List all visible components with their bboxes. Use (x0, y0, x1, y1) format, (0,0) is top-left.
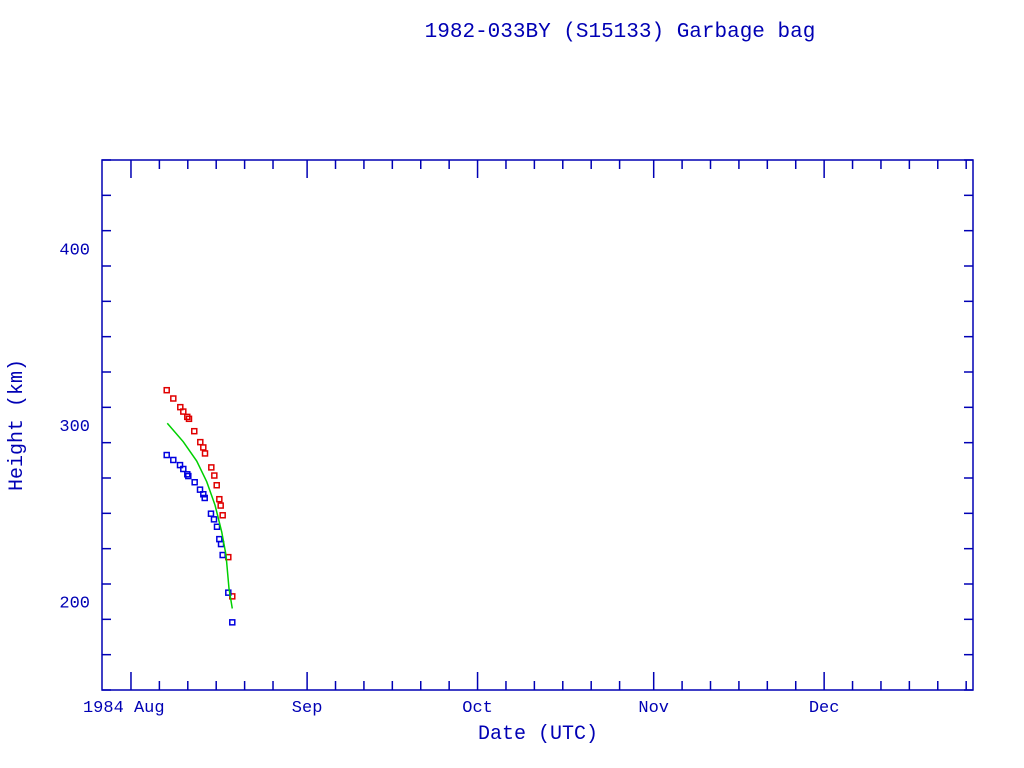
x-tick-label: Dec (809, 699, 840, 718)
perigee-point (217, 540, 225, 548)
apogee-point (211, 472, 218, 479)
perigee-point (170, 456, 177, 464)
x-tick-label: 1984 Aug (83, 699, 165, 718)
perigee-point (163, 451, 170, 459)
perigee-point (229, 619, 236, 626)
perigee-point (176, 461, 184, 469)
apogee-point (213, 481, 220, 489)
apogee-point (216, 495, 223, 503)
y-tick-labels: 200 300 400 (59, 241, 90, 613)
x-tick-label: Sep (292, 699, 323, 718)
perigee-point (185, 472, 192, 480)
perigee-point (210, 516, 218, 523)
y-tick-label: 200 (59, 595, 90, 614)
apogee-point (191, 427, 198, 435)
apogee-point (197, 438, 204, 446)
apogee-point (200, 444, 207, 451)
apogee-point (201, 450, 209, 457)
x-axis-label: Date (UTC) (478, 723, 598, 746)
perigee-point (180, 465, 187, 473)
plot-frame (101, 159, 974, 691)
apogee-point (217, 502, 224, 509)
perigee-point (201, 494, 208, 502)
perigee-point (191, 478, 198, 486)
mean-height-fit-line (166, 422, 234, 609)
y-tick-label: 300 (59, 418, 90, 437)
apogee-point (185, 415, 193, 423)
x-tick-labels: 1984 Aug Sep Oct Nov Dec (83, 699, 839, 718)
axis-ticks (102, 159, 973, 691)
x-tick-label: Nov (638, 699, 669, 718)
apogee-point (219, 512, 226, 519)
x-tick-label: Oct (462, 699, 493, 718)
perigee-point (196, 486, 204, 493)
apogee-point (180, 408, 187, 415)
perigee-point (219, 551, 226, 559)
perigee-point (200, 491, 207, 498)
apogee-point (170, 395, 177, 402)
perigee-point (207, 510, 215, 517)
perigee-point (225, 589, 232, 596)
chart-title: 1982-033BY (S15133) Garbage bag (425, 21, 816, 44)
y-axis-label: Height (km) (6, 359, 29, 491)
apogee-point (208, 464, 215, 471)
y-tick-label: 400 (59, 241, 90, 260)
data-marks (163, 386, 236, 626)
apogee-point (163, 386, 170, 394)
perigee-point (213, 523, 221, 531)
